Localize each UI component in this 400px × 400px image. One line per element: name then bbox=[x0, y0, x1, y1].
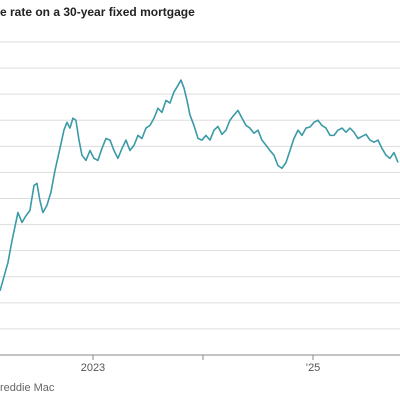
chart-title: e rate on a 30-year fixed mortgage bbox=[0, 5, 195, 19]
x-tick-label: ’25 bbox=[306, 362, 321, 374]
source: reddie Mac bbox=[0, 382, 55, 394]
x-tick-label: 2023 bbox=[81, 362, 105, 374]
line-series bbox=[0, 79, 399, 292]
